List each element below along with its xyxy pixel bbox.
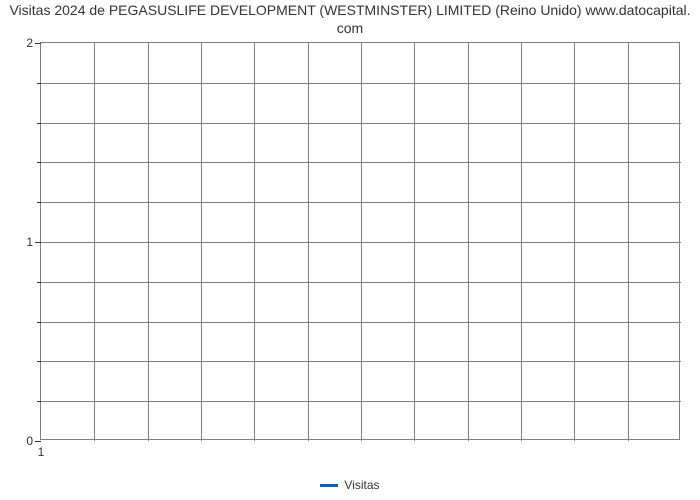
y-axis-minor-tick — [37, 361, 41, 362]
chart-container: Visitas 2024 de PEGASUSLIFE DEVELOPMENT … — [0, 0, 700, 500]
gridline-horizontal — [41, 282, 681, 283]
y-axis-tick-label: 1 — [26, 235, 33, 249]
y-axis-tick-label: 2 — [26, 36, 33, 50]
legend-label: Visitas — [344, 478, 379, 492]
y-axis-minor-tick — [37, 401, 41, 402]
legend: Visitas — [0, 478, 700, 492]
legend-swatch — [320, 484, 338, 487]
y-axis-minor-tick — [37, 322, 41, 323]
y-axis-minor-tick — [37, 83, 41, 84]
gridline-horizontal — [41, 242, 681, 243]
gridline-horizontal — [41, 322, 681, 323]
gridline-horizontal — [41, 361, 681, 362]
y-axis-minor-tick — [37, 123, 41, 124]
gridline-horizontal — [41, 83, 681, 84]
chart-title-line2: com — [337, 20, 363, 36]
y-axis-major-tick — [35, 43, 41, 44]
chart-title-line1: Visitas 2024 de PEGASUSLIFE DEVELOPMENT … — [9, 2, 690, 18]
x-axis-tick-label: 1 — [38, 445, 45, 459]
y-axis-major-tick — [35, 242, 41, 243]
plot-area: 0121 — [40, 42, 680, 440]
y-axis-minor-tick — [37, 202, 41, 203]
y-axis-minor-tick — [37, 282, 41, 283]
y-axis-major-tick — [35, 441, 41, 442]
gridline-horizontal — [41, 401, 681, 402]
gridline-horizontal — [41, 202, 681, 203]
y-axis-minor-tick — [37, 162, 41, 163]
gridline-horizontal — [41, 162, 681, 163]
chart-title: Visitas 2024 de PEGASUSLIFE DEVELOPMENT … — [0, 2, 700, 37]
y-axis-tick-label: 0 — [26, 434, 33, 448]
gridline-horizontal — [41, 123, 681, 124]
